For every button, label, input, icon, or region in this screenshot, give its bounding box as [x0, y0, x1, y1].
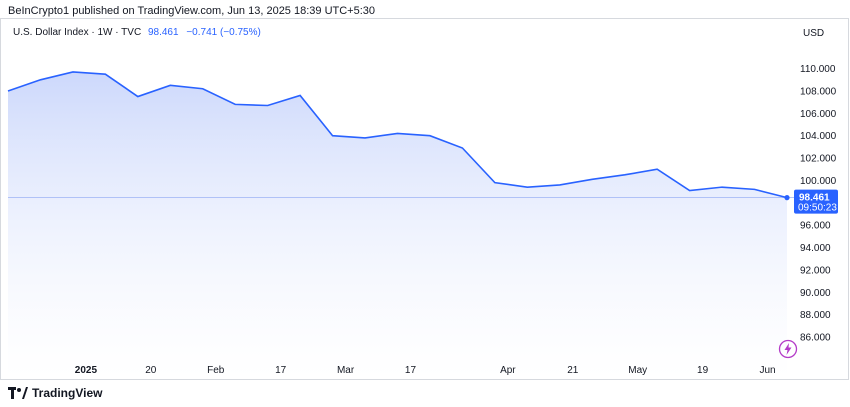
price-tick-label: 110.000 — [800, 64, 836, 75]
price-tick-label: 88.000 — [800, 310, 831, 321]
time-tick-label: Jun — [759, 365, 775, 376]
price-tick-label: 86.000 — [800, 332, 831, 343]
price-tag-value: 98.461 — [799, 193, 830, 204]
time-tick-label: 21 — [567, 365, 579, 376]
tradingview-brand[interactable]: TradingView — [8, 386, 102, 400]
data-point — [784, 195, 790, 201]
brand-name: TradingView — [32, 386, 103, 400]
price-tick-label: 106.000 — [800, 109, 837, 120]
time-tick-label: 17 — [405, 365, 417, 376]
time-axis[interactable]: 2025 20 Feb 17 Mar 17 Apr 21 May 19 Jun — [75, 365, 776, 376]
time-tick-label: Feb — [207, 365, 225, 376]
price-tick-label: 104.000 — [800, 131, 837, 142]
price-tag-box — [794, 189, 838, 214]
price-tick-label: 92.000 — [800, 265, 831, 276]
price-tick-label: 96.000 — [800, 221, 831, 232]
symbol-name[interactable]: U.S. Dollar Index · 1W · TVC — [13, 27, 142, 38]
time-tick-label: 2025 — [75, 365, 98, 376]
last-price-tag: 98.461 09:50:23 — [794, 189, 838, 214]
symbol-legend[interactable]: U.S. Dollar Index · 1W · TVC 98.461 −0.7… — [13, 27, 261, 38]
time-tick-label: 20 — [145, 365, 157, 376]
price-tick-label: 108.000 — [800, 86, 837, 97]
lightning-icon[interactable] — [778, 339, 798, 359]
price-axis[interactable]: 110.000 108.000 106.000 104.000 102.000 100.0… — [800, 64, 837, 343]
time-tick-label: Mar — [337, 365, 355, 376]
last-price: 98.461 — [147, 27, 179, 38]
attribution-text: BeInCrypto1 published on TradingView.com… — [8, 5, 376, 17]
time-tick-label: 19 — [697, 365, 709, 376]
chart-frame — [0, 18, 849, 380]
time-tick-label: Apr — [500, 365, 516, 376]
time-tick-label: 17 — [275, 365, 287, 376]
price-tick-label: 100.000 — [800, 176, 837, 187]
price-tick-label: 90.000 — [800, 288, 831, 299]
tradingview-logo-icon — [8, 387, 28, 399]
currency-label[interactable]: USD — [803, 28, 825, 39]
price-tag-countdown: 09:50:23 — [798, 203, 837, 214]
time-tick-label: May — [628, 365, 647, 376]
price-tick-label: 94.000 — [800, 243, 831, 254]
price-tick-label: 102.000 — [800, 154, 837, 165]
price-change: −0.741 (−0.75%) — [186, 27, 261, 38]
series-area — [8, 71, 787, 380]
